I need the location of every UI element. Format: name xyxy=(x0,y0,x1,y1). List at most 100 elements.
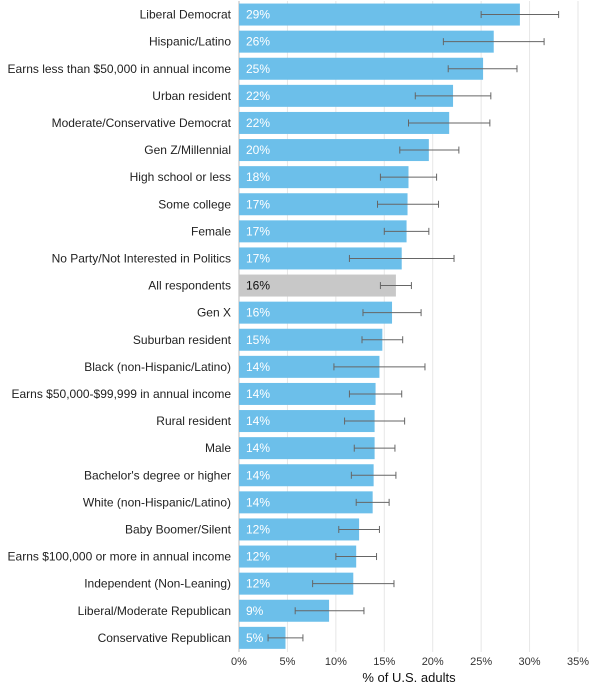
value-label: 9% xyxy=(246,604,264,618)
category-label: Gen X xyxy=(197,306,231,320)
error-bar xyxy=(333,363,426,371)
x-tick-label: 35% xyxy=(567,656,589,668)
bar xyxy=(239,30,494,53)
value-label: 14% xyxy=(246,360,270,374)
category-label: Independent (Non-Leaning) xyxy=(84,577,231,591)
error-bar xyxy=(348,254,455,262)
category-label: All respondents xyxy=(148,279,231,293)
error-bar xyxy=(312,580,395,588)
value-label: 17% xyxy=(246,197,270,211)
category-label: Some college xyxy=(158,197,231,211)
x-tick-labels: 0% 5% 10% 15% 20% 25% 30% 35% xyxy=(231,656,589,668)
value-label: 17% xyxy=(246,224,270,238)
category-label: Earns $100,000 or more in annual income xyxy=(8,550,232,564)
error-bar xyxy=(348,390,403,398)
error-bar xyxy=(335,553,378,561)
value-label: 20% xyxy=(246,143,270,157)
value-label: 16% xyxy=(246,279,270,293)
bar xyxy=(239,626,286,649)
value-label: 16% xyxy=(246,306,270,320)
value-label: 29% xyxy=(246,8,270,22)
bar xyxy=(239,301,393,324)
bar xyxy=(239,328,383,351)
error-bar xyxy=(377,200,440,208)
error-bar xyxy=(361,336,404,344)
bar xyxy=(239,274,396,297)
value-label: 5% xyxy=(246,631,264,645)
value-label: 18% xyxy=(246,170,270,184)
category-labels: Liberal Democrat Hispanic/Latino Earns les… xyxy=(8,8,232,645)
value-label: 14% xyxy=(246,441,270,455)
value-label: 14% xyxy=(246,468,270,482)
error-bars xyxy=(267,11,560,642)
category-label: Bachelor's degree or higher xyxy=(84,468,231,482)
value-label: 25% xyxy=(246,62,270,76)
x-axis-label: % of U.S. adults xyxy=(362,670,456,685)
error-bar xyxy=(379,282,412,290)
x-tick-label: 25% xyxy=(470,656,492,668)
bar xyxy=(239,545,357,568)
bar xyxy=(239,220,407,243)
bar xyxy=(239,410,375,433)
bar xyxy=(239,437,375,460)
error-bar xyxy=(353,444,396,452)
bar xyxy=(239,139,429,162)
bars xyxy=(239,3,520,649)
error-bar xyxy=(414,92,492,100)
error-bar xyxy=(408,119,491,127)
value-label: 17% xyxy=(246,251,270,265)
bar xyxy=(239,3,520,26)
error-bar xyxy=(355,498,390,506)
error-bar xyxy=(362,309,422,317)
category-label: Earns less than $50,000 in annual income xyxy=(8,62,232,76)
value-label: 15% xyxy=(246,333,270,347)
category-label: No Party/Not Interested in Politics xyxy=(52,251,231,265)
bar xyxy=(239,599,330,622)
error-bar xyxy=(344,417,406,425)
error-bar xyxy=(338,525,380,533)
bar xyxy=(239,382,376,405)
value-label: 12% xyxy=(246,522,270,536)
value-labels: 29% 26% 25% 22% 22% 20% 18% 17% 17% 17% 16% 16% 15% 1… xyxy=(246,8,270,645)
bar xyxy=(239,518,360,541)
category-label: Liberal/Moderate Republican xyxy=(78,604,231,618)
value-label: 12% xyxy=(246,550,270,564)
bar xyxy=(239,57,484,80)
x-tick-label: 30% xyxy=(519,656,541,668)
error-bar xyxy=(480,11,560,19)
category-label: Hispanic/Latino xyxy=(149,35,231,49)
value-label: 26% xyxy=(246,35,270,49)
bar xyxy=(239,355,380,378)
x-tick-label: 10% xyxy=(325,656,347,668)
category-label: White (non-Hispanic/Latino) xyxy=(83,495,231,509)
error-bar xyxy=(267,634,304,642)
value-label: 22% xyxy=(246,116,270,130)
category-label: Earns $50,000-$99,999 in annual income xyxy=(12,387,232,401)
bar xyxy=(239,166,409,189)
error-bar xyxy=(447,65,518,73)
bar xyxy=(239,491,373,514)
category-label: Liberal Democrat xyxy=(140,8,232,22)
category-label: Rural resident xyxy=(156,414,231,428)
error-bar xyxy=(442,38,545,46)
category-label: Male xyxy=(205,441,231,455)
error-bar xyxy=(379,173,438,181)
x-tick-label: 5% xyxy=(279,656,295,668)
value-label: 12% xyxy=(246,577,270,591)
category-label: Urban resident xyxy=(152,89,231,103)
gridlines xyxy=(238,1,579,652)
category-label: Moderate/Conservative Democrat xyxy=(52,116,232,130)
bar xyxy=(239,84,454,107)
value-label: 22% xyxy=(246,89,270,103)
error-bar xyxy=(399,146,460,154)
category-label: Suburban resident xyxy=(133,333,232,347)
error-bar xyxy=(383,227,430,235)
bar xyxy=(239,111,450,134)
x-tick-label: 0% xyxy=(231,656,247,668)
category-label: High school or less xyxy=(130,170,231,184)
bar xyxy=(239,572,354,595)
value-label: 14% xyxy=(246,414,270,428)
category-label: Conservative Republican xyxy=(98,631,231,645)
category-label: Gen Z/Millennial xyxy=(144,143,231,157)
